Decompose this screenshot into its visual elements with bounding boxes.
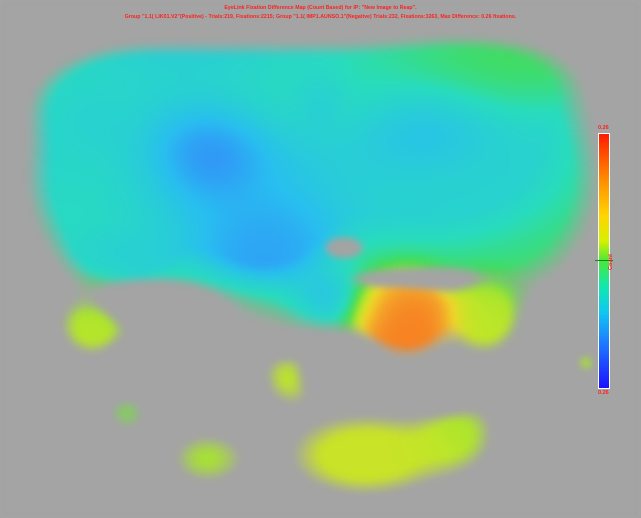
title-line-1: EyeLink Fixation Difference Map (Count B… bbox=[224, 5, 417, 11]
color-scale-min-label: 0.26 bbox=[598, 390, 609, 396]
color-scale-zero-marker bbox=[595, 260, 613, 261]
color-scale-bar bbox=[598, 133, 610, 389]
color-scale-axis-label: Count bbox=[608, 254, 614, 270]
title-line-2: Group "1.1( LIK01.V2"(Positive) - Trials… bbox=[124, 14, 517, 20]
color-scale-max-label: 0.26 bbox=[598, 125, 609, 131]
